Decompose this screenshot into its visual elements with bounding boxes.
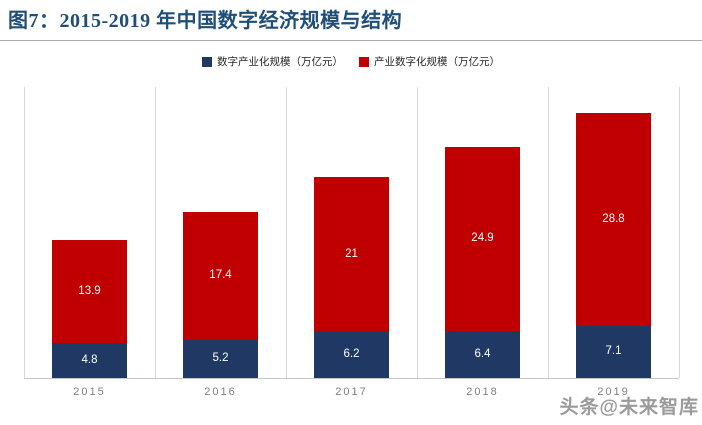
bar-segment-digital-industrialization: 4.8 [52,343,127,378]
bar-column-2015: 13.9 4.8 [24,240,155,378]
data-label: 21 [345,247,358,260]
bar-segment-digital-industrialization: 6.2 [314,332,389,378]
bar-segment-digital-industrialization: 5.2 [183,340,258,378]
watermark: 头条@未来智库 [559,397,699,418]
bar-segment-industry-digitalization: 24.9 [445,147,520,331]
data-label: 6.4 [474,347,491,360]
chart-legend: 数字产业化规模（万亿元） 产业数字化规模（万亿元） [0,54,702,69]
category-gridline [286,87,287,378]
data-label: 6.2 [343,348,360,361]
bar-column-2019: 28.8 7.1 [548,113,679,378]
bar-column-2018: 24.9 6.4 [417,147,548,378]
stacked-bar-2016: 17.4 5.2 [183,212,258,378]
x-axis-label: 2018 [466,386,499,398]
category-gridline [155,87,156,378]
bar-segment-digital-industrialization: 6.4 [445,331,520,378]
bar-column-2017: 21 6.2 [286,177,417,378]
legend-label: 数字产业化规模（万亿元） [217,56,343,68]
title-divider [0,40,702,41]
x-axis-label: 2019 [597,386,630,398]
chart-title: 图7：2015-2019 年中国数字经济规模与结构 [8,10,403,32]
x-axis-label: 2016 [204,386,237,398]
data-label: 5.2 [212,352,229,365]
category-gridline [548,87,549,378]
stacked-bar-2017: 21 6.2 [314,177,389,378]
bar-segment-industry-digitalization: 28.8 [576,113,651,326]
x-axis-label: 2017 [335,386,368,398]
legend-swatch-blue [202,56,212,67]
bar-column-2016: 17.4 5.2 [155,212,286,378]
data-label: 17.4 [209,269,232,282]
bar-segment-industry-digitalization: 21 [314,177,389,332]
bar-segment-industry-digitalization: 13.9 [52,240,127,343]
x-axis-label: 2015 [73,386,106,398]
legend-label: 产业数字化规模（万亿元） [374,56,500,68]
stacked-bar-2015: 13.9 4.8 [52,240,127,378]
data-label: 24.9 [471,232,494,245]
plot-area: 13.9 4.8 17.4 5.2 21 6.2 24.9 6.4 28.8 7.1 [24,87,680,379]
legend-item-industry-digitalization: 产业数字化规模（万亿元） [359,54,500,69]
legend-swatch-red [359,56,369,67]
category-gridline [417,87,418,378]
data-label: 13.9 [78,284,101,297]
bar-segment-digital-industrialization: 7.1 [576,326,651,378]
category-gridline [24,87,25,378]
data-label: 4.8 [81,353,98,366]
data-label: 7.1 [605,345,622,358]
stacked-bar-2018: 24.9 6.4 [445,147,520,378]
bar-segment-industry-digitalization: 17.4 [183,212,258,340]
stacked-bar-2019: 28.8 7.1 [576,113,651,378]
x-axis: 2015 2016 2017 2018 2019 [0,386,702,402]
category-gridline [679,87,680,378]
data-label: 28.8 [602,212,625,225]
legend-item-digital-industrialization: 数字产业化规模（万亿元） [202,54,343,69]
